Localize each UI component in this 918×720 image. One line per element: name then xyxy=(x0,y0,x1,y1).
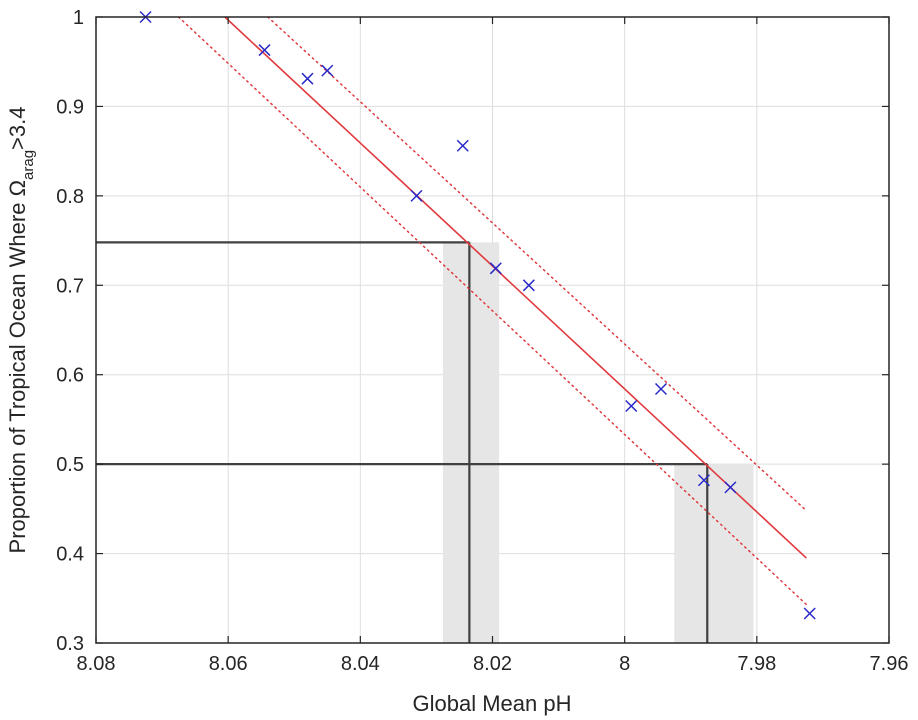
x-tick-label: 7.98 xyxy=(737,653,776,675)
x-tick-label: 8.08 xyxy=(77,653,116,675)
shaded-ranges xyxy=(442,242,754,644)
data-point xyxy=(321,64,334,77)
x-axis-ticks: 8.08 8.06 8.04 8.02 8 7.98 7.96 xyxy=(77,17,909,675)
y-tick-label: 0.4 xyxy=(56,544,84,566)
data-point xyxy=(410,189,423,202)
data-point xyxy=(522,279,535,292)
data-point xyxy=(258,44,271,57)
data-points xyxy=(139,10,816,620)
x-tick-label: 8.02 xyxy=(473,653,512,675)
data-point xyxy=(456,139,469,152)
y-axis-label-subscript: arag xyxy=(20,150,37,180)
data-point xyxy=(724,481,737,494)
x-tick-label: 8 xyxy=(619,653,630,675)
data-point xyxy=(489,262,502,275)
y-tick-label: 0.9 xyxy=(56,96,84,118)
y-axis-label-suffix: >3.4 xyxy=(5,107,30,150)
y-tick-label: 0.8 xyxy=(56,186,84,208)
grid xyxy=(95,16,890,644)
data-point xyxy=(654,382,668,396)
data-point xyxy=(301,72,314,85)
x-axis-label: Global Mean pH xyxy=(413,691,572,716)
y-tick-label: 0.5 xyxy=(56,454,84,476)
regression-line xyxy=(224,16,807,559)
y-axis-label: Proportion of Tropical Ocean Where Ωarag… xyxy=(5,107,37,554)
y-tick-label: 0.7 xyxy=(56,275,84,297)
y-tick-label: 0.6 xyxy=(56,365,84,387)
reference-lines xyxy=(96,241,709,643)
data-point xyxy=(803,607,816,620)
fit-line xyxy=(224,16,807,559)
x-tick-label: 8.06 xyxy=(209,653,248,675)
y-axis-label-prefix: Proportion of Tropical Ocean Where Ω xyxy=(5,180,30,554)
shaded-range xyxy=(674,464,754,643)
data-point xyxy=(697,474,710,487)
confidence-band xyxy=(177,16,808,606)
confidence-band-lower xyxy=(177,16,808,606)
data-point xyxy=(625,399,638,413)
x-tick-label: 7.96 xyxy=(870,653,909,675)
y-tick-label: 1 xyxy=(73,7,84,29)
y-axis-ticks: 0.3 0.4 0.5 0.6 0.7 0.8 0.9 1 xyxy=(56,7,889,655)
x-tick-label: 8.04 xyxy=(341,653,380,675)
confidence-band-upper xyxy=(267,16,808,512)
y-tick-label: 0.3 xyxy=(56,633,84,655)
shaded-range xyxy=(442,242,500,644)
